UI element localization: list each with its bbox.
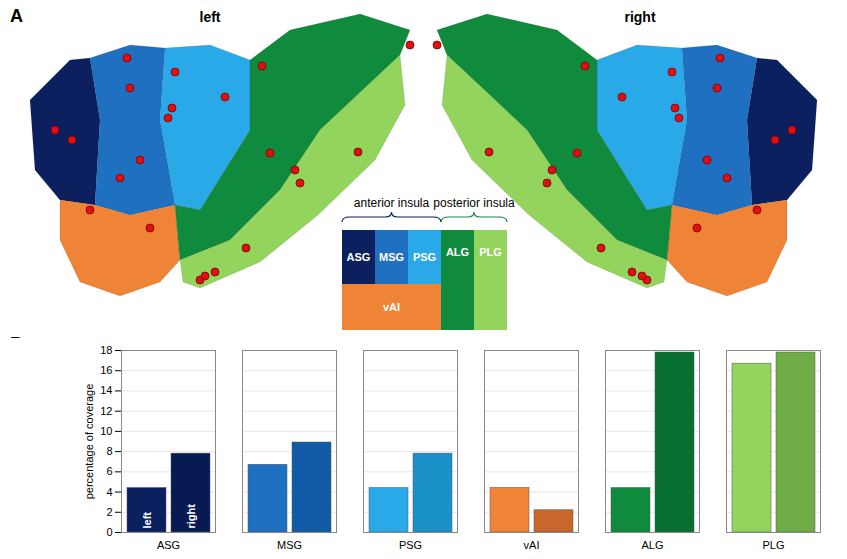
svg-text:PLG: PLG <box>762 539 784 551</box>
svg-text:percentage of coverage: percentage of coverage <box>83 384 95 500</box>
svg-text:ASG: ASG <box>157 539 180 551</box>
svg-text:ALG: ALG <box>641 539 663 551</box>
svg-text:left: left <box>141 512 153 529</box>
svg-text:8: 8 <box>106 445 112 457</box>
svg-text:ALG: ALG <box>446 246 469 258</box>
svg-text:left: left <box>200 9 221 25</box>
svg-text:vAI: vAI <box>524 539 540 551</box>
svg-text:PLG: PLG <box>479 246 502 258</box>
svg-text:A: A <box>10 6 23 26</box>
svg-text:16: 16 <box>100 364 112 376</box>
svg-text:4: 4 <box>106 486 112 498</box>
svg-text:MSG: MSG <box>379 251 404 263</box>
svg-text:12: 12 <box>100 405 112 417</box>
svg-text:right: right <box>185 504 197 529</box>
svg-text:2: 2 <box>106 506 112 518</box>
svg-text:18: 18 <box>100 344 112 356</box>
svg-text:right: right <box>624 9 655 25</box>
svg-text:posterior insula: posterior insula <box>433 196 515 210</box>
svg-text:MSG: MSG <box>277 539 302 551</box>
svg-text:0: 0 <box>106 526 112 538</box>
svg-text:ASG: ASG <box>347 251 371 263</box>
svg-text:10: 10 <box>100 425 112 437</box>
svg-text:anterior insula: anterior insula <box>354 196 430 210</box>
svg-text:PSG: PSG <box>413 251 436 263</box>
svg-text:vAI: vAI <box>383 301 400 313</box>
svg-text:PSG: PSG <box>399 539 422 551</box>
svg-text:6: 6 <box>106 465 112 477</box>
html-text:B: B <box>10 334 23 354</box>
svg-text:14: 14 <box>100 384 112 396</box>
